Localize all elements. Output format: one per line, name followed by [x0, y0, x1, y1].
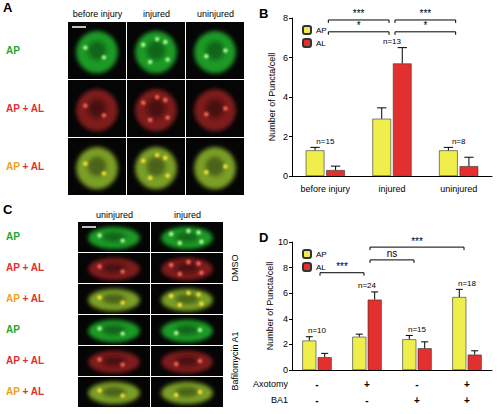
svg-text:2: 2: [283, 132, 288, 142]
svg-text:-: -: [415, 379, 418, 390]
svg-text:8: 8: [283, 263, 288, 273]
svg-text:AL: AL: [316, 263, 326, 272]
svg-text:***: ***: [411, 236, 423, 247]
svg-text:AP: AP: [6, 231, 20, 242]
svg-text:n=24: n=24: [358, 281, 377, 290]
svg-text:0: 0: [283, 365, 288, 375]
svg-text:4: 4: [283, 314, 288, 324]
svg-text:injured: injured: [143, 9, 170, 19]
svg-text:-: -: [315, 395, 318, 406]
svg-text:***: ***: [353, 8, 365, 19]
svg-text:Number of Puncta/cell: Number of Puncta/cell: [267, 53, 277, 142]
svg-text:n=15: n=15: [408, 325, 427, 334]
svg-text:AP + AL: AP + AL: [6, 355, 44, 366]
svg-text:4: 4: [283, 92, 288, 102]
svg-text:6: 6: [283, 53, 288, 63]
svg-text:ns: ns: [387, 248, 398, 259]
svg-text:n=10: n=10: [308, 326, 327, 335]
svg-text:AP: AP: [316, 250, 327, 259]
svg-text:uninjured: uninjured: [440, 184, 477, 194]
svg-text:+: +: [464, 379, 470, 390]
svg-text:A: A: [3, 0, 13, 15]
svg-text:Number of Puncta/cell: Number of Puncta/cell: [265, 262, 275, 351]
svg-text:+: +: [364, 379, 370, 390]
svg-text:uninjured: uninjured: [197, 9, 234, 19]
svg-text:***: ***: [336, 261, 348, 272]
svg-text:BA1: BA1: [271, 395, 288, 405]
svg-text:D: D: [259, 230, 268, 245]
svg-text:AP + AL: AP + AL: [6, 262, 44, 273]
svg-text:10: 10: [278, 237, 288, 247]
svg-text:injured: injured: [378, 184, 405, 194]
svg-text:DMSO: DMSO: [230, 255, 240, 282]
svg-text:8: 8: [283, 13, 288, 23]
svg-text:***: ***: [419, 8, 431, 19]
svg-text:6: 6: [283, 288, 288, 298]
svg-text:-: -: [365, 395, 368, 406]
svg-text:n=15: n=15: [316, 137, 335, 146]
svg-text:AL: AL: [316, 39, 326, 48]
svg-text:n=13: n=13: [383, 37, 402, 46]
svg-text:+: +: [464, 395, 470, 406]
svg-text:injured: injured: [174, 210, 201, 220]
svg-text:n=8: n=8: [452, 137, 466, 146]
svg-text:-: -: [315, 379, 318, 390]
svg-text:*: *: [357, 20, 361, 31]
svg-text:B: B: [259, 6, 268, 21]
svg-text:AP + AL: AP + AL: [6, 293, 44, 304]
svg-text:AP + AL: AP + AL: [6, 102, 44, 113]
svg-text:AP + AL: AP + AL: [6, 386, 44, 397]
svg-text:Axotomy: Axotomy: [253, 379, 289, 389]
svg-text:AP: AP: [316, 26, 327, 35]
svg-text:*: *: [423, 20, 427, 31]
svg-text:before injury: before injury: [73, 9, 123, 19]
svg-text:0: 0: [283, 171, 288, 181]
svg-text:C: C: [3, 202, 13, 217]
svg-text:uninjured: uninjured: [96, 210, 133, 220]
svg-text:before injury: before injury: [301, 184, 351, 194]
svg-text:AP: AP: [6, 44, 20, 55]
svg-text:n=18: n=18: [458, 279, 477, 288]
svg-text:2: 2: [283, 339, 288, 349]
svg-text:Bafilomycin A1: Bafilomycin A1: [230, 331, 240, 390]
svg-text:AP + AL: AP + AL: [6, 160, 44, 171]
svg-text:AP: AP: [6, 324, 20, 335]
svg-text:+: +: [414, 395, 420, 406]
